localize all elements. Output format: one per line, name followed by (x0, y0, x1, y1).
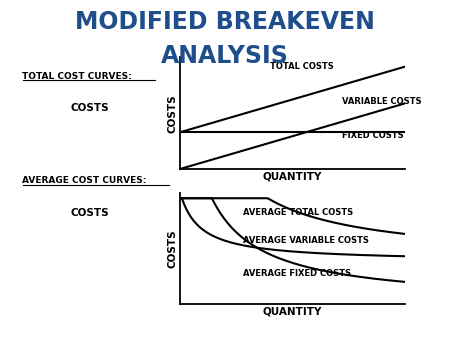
Text: VARIABLE COSTS: VARIABLE COSTS (342, 97, 422, 106)
Text: MODIFIED BREAKEVEN: MODIFIED BREAKEVEN (75, 10, 375, 34)
Text: AVERAGE COST CURVES:: AVERAGE COST CURVES: (22, 176, 147, 185)
Text: FIXED COSTS: FIXED COSTS (342, 131, 404, 140)
X-axis label: QUANTITY: QUANTITY (263, 307, 322, 317)
Text: AVERAGE FIXED COSTS: AVERAGE FIXED COSTS (243, 269, 351, 278)
Y-axis label: COSTS: COSTS (167, 94, 177, 132)
Text: TOTAL COST CURVES:: TOTAL COST CURVES: (22, 72, 132, 80)
Text: COSTS: COSTS (71, 103, 109, 113)
Y-axis label: COSTS: COSTS (167, 229, 177, 268)
Text: TOTAL COSTS: TOTAL COSTS (270, 62, 334, 71)
Text: AVERAGE TOTAL COSTS: AVERAGE TOTAL COSTS (243, 208, 353, 217)
Text: COSTS: COSTS (71, 208, 109, 218)
X-axis label: QUANTITY: QUANTITY (263, 172, 322, 182)
Text: AVERAGE VARIABLE COSTS: AVERAGE VARIABLE COSTS (243, 236, 369, 245)
Text: ANALYSIS: ANALYSIS (161, 44, 289, 68)
